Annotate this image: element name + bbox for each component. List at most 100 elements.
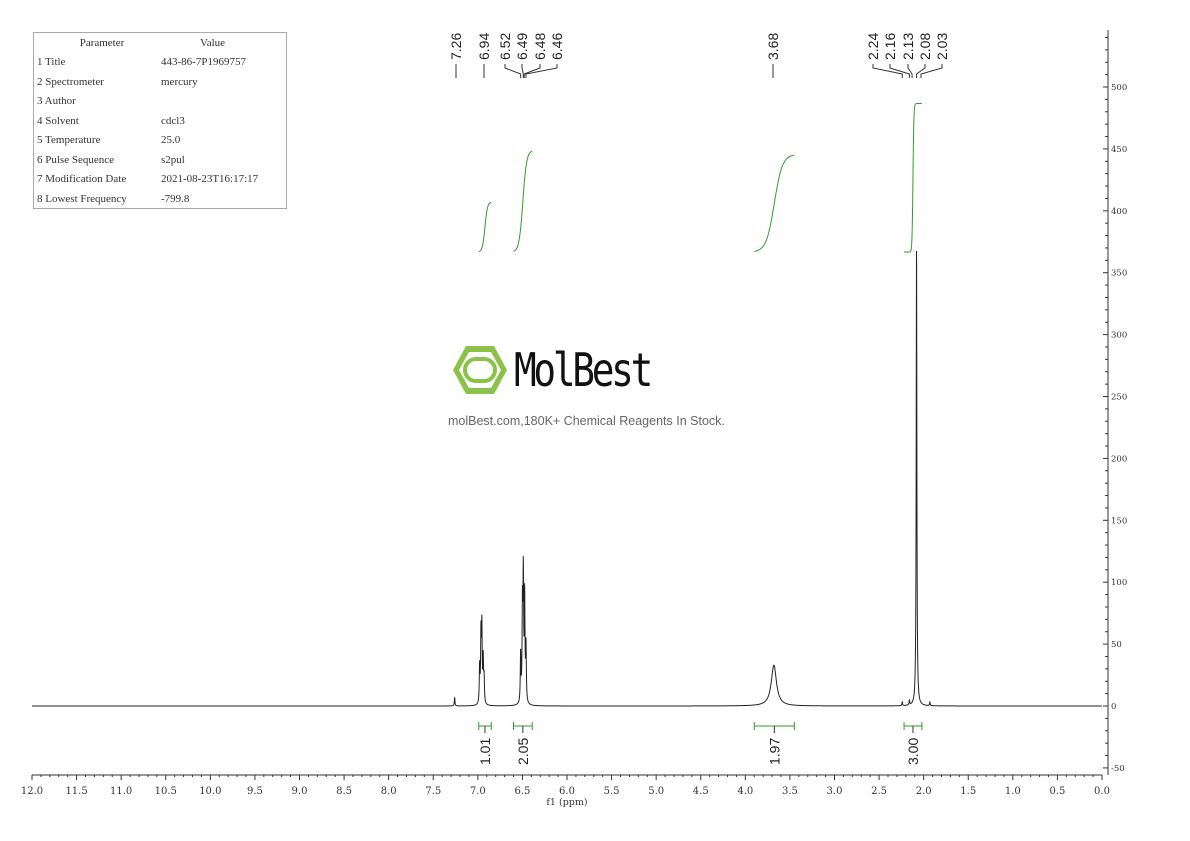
parameter-row: 7 Modification Date 2021-08-23T16:17:17 bbox=[34, 170, 286, 190]
parameter-table: Parameter Value 1 Title 443-86-7P1969757 2… bbox=[33, 32, 287, 209]
integral-value: 1.01 bbox=[477, 738, 493, 765]
parameter-value: 443-86-7P1969757 bbox=[161, 56, 246, 69]
peak-label: 7.26 bbox=[448, 33, 464, 60]
peak-label: 2.08 bbox=[917, 33, 933, 60]
x-tick-label: 0.5 bbox=[1049, 786, 1065, 797]
parameter-row: 6 Pulse Sequence s2pul bbox=[34, 150, 286, 170]
parameter-row: 5 Temperature 25.0 bbox=[34, 131, 286, 151]
x-tick-label: 5.0 bbox=[648, 786, 664, 797]
parameter-name: 6 Pulse Sequence bbox=[37, 153, 114, 166]
parameter-value: 2021-08-23T16:17:17 bbox=[161, 173, 259, 186]
x-axis-label: f1 (ppm) bbox=[546, 797, 587, 808]
logo-text: MolBest bbox=[514, 343, 653, 397]
integral-curve bbox=[513, 150, 533, 252]
parameter-value: 25.0 bbox=[161, 134, 181, 147]
x-tick-label: 5.5 bbox=[604, 786, 620, 797]
y-tick-label: 150 bbox=[1111, 516, 1127, 526]
watermark-tagline: molBest.com,180K+ Chemical Reagents In S… bbox=[448, 414, 725, 428]
parameter-name: 5 Temperature bbox=[37, 134, 101, 147]
x-tick-label: 9.5 bbox=[247, 786, 263, 797]
y-tick-label: 450 bbox=[1111, 145, 1127, 155]
spectrum-line bbox=[32, 251, 1102, 707]
molbest-logo: MolBest bbox=[452, 343, 680, 397]
x-tick-label: 11.5 bbox=[65, 786, 87, 797]
x-tick-label: 0.0 bbox=[1094, 786, 1110, 797]
x-tick-label: 11.0 bbox=[110, 786, 132, 797]
integral-curve bbox=[754, 154, 795, 252]
parameter-name: 1 Title bbox=[37, 56, 66, 69]
parameter-value: cdcl3 bbox=[161, 114, 185, 127]
peak-label-line bbox=[889, 64, 910, 78]
x-tick-label: 3.0 bbox=[827, 786, 843, 797]
integral-value: 2.05 bbox=[515, 738, 531, 765]
x-tick-label: 4.5 bbox=[693, 786, 709, 797]
peak-label: 3.68 bbox=[765, 33, 781, 60]
peak-label: 6.49 bbox=[514, 33, 530, 60]
y-tick-label: 200 bbox=[1111, 454, 1127, 464]
x-tick-label: 1.5 bbox=[960, 786, 976, 797]
parameter-value: mercury bbox=[161, 75, 198, 88]
parameter-row: 1 Title 443-86-7P1969757 bbox=[34, 53, 286, 73]
peak-label-line bbox=[920, 64, 943, 78]
peak-label: 6.46 bbox=[549, 33, 565, 60]
parameter-name: 7 Modification Date bbox=[37, 173, 127, 186]
parameter-table-header: Parameter Value bbox=[34, 33, 286, 53]
x-tick-label: 8.0 bbox=[381, 786, 397, 797]
peak-label: 2.16 bbox=[882, 33, 898, 60]
peak-label-line bbox=[504, 64, 522, 78]
hexagon-logo-icon bbox=[453, 346, 507, 394]
parameter-row: 8 Lowest Frequency -799.8 bbox=[34, 189, 286, 209]
x-tick-label: 1.0 bbox=[1005, 786, 1021, 797]
x-tick-label: 7.0 bbox=[470, 786, 486, 797]
x-tick-label: 6.0 bbox=[559, 786, 575, 797]
peak-label-line bbox=[872, 64, 903, 78]
x-tick-label: 2.5 bbox=[871, 786, 887, 797]
x-tick-label: 4.0 bbox=[737, 786, 753, 797]
peak-label-line bbox=[521, 64, 524, 78]
peak-label: 2.24 bbox=[865, 33, 881, 60]
parameter-name: 8 Lowest Frequency bbox=[37, 192, 127, 205]
x-tick-label: 3.5 bbox=[782, 786, 798, 797]
integral-value: 1.97 bbox=[766, 738, 782, 765]
peak-label-line bbox=[525, 64, 558, 78]
x-tick-label: 9.0 bbox=[292, 786, 308, 797]
peak-label: 6.48 bbox=[532, 33, 548, 60]
header-parameter: Parameter bbox=[79, 36, 125, 49]
x-tick-label: 2.0 bbox=[916, 786, 932, 797]
peak-label: 2.13 bbox=[900, 33, 916, 60]
y-tick-label: 0 bbox=[1111, 702, 1116, 712]
y-tick-label: 500 bbox=[1111, 83, 1127, 93]
x-tick-label: 10.5 bbox=[155, 786, 177, 797]
integral-curve bbox=[478, 201, 492, 253]
parameter-row: 2 Spectrometer mercury bbox=[34, 72, 286, 92]
parameter-value: -799.8 bbox=[161, 192, 190, 205]
y-tick-label: 400 bbox=[1111, 207, 1127, 217]
x-tick-label: 12.0 bbox=[21, 786, 43, 797]
integral-value: 3.00 bbox=[905, 738, 921, 765]
integral-curve bbox=[904, 103, 922, 253]
parameter-name: 3 Author bbox=[37, 95, 76, 108]
y-tick-label: 300 bbox=[1111, 331, 1127, 341]
parameter-name: 2 Spectrometer bbox=[37, 75, 104, 88]
peak-label: 6.52 bbox=[497, 33, 513, 60]
parameter-name: 4 Solvent bbox=[37, 114, 79, 127]
parameter-row: 4 Solvent cdcl3 bbox=[34, 111, 286, 131]
peak-label: 2.03 bbox=[934, 33, 950, 60]
x-tick-label: 7.5 bbox=[425, 786, 441, 797]
parameter-row: 3 Author bbox=[34, 92, 286, 112]
y-tick-label: -50 bbox=[1111, 764, 1125, 774]
y-tick-label: 100 bbox=[1111, 578, 1127, 588]
x-tick-label: 10.0 bbox=[199, 786, 221, 797]
peak-label: 6.94 bbox=[476, 33, 492, 60]
x-tick-label: 8.5 bbox=[336, 786, 352, 797]
peak-label-line bbox=[523, 64, 541, 78]
x-tick-label: 6.5 bbox=[514, 786, 530, 797]
y-tick-label: 50 bbox=[1111, 640, 1122, 650]
y-tick-label: 350 bbox=[1111, 269, 1127, 279]
peak-label-line bbox=[916, 64, 926, 78]
parameter-value: s2pul bbox=[161, 153, 185, 166]
header-value: Value bbox=[200, 36, 226, 49]
peak-label-line bbox=[907, 64, 913, 78]
